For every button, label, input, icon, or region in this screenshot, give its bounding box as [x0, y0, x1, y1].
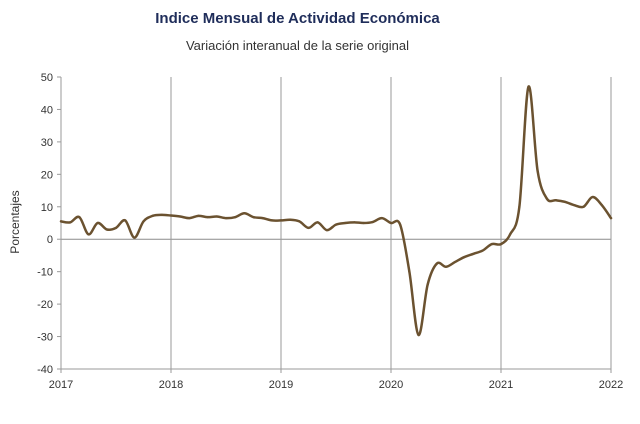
data-point	[490, 242, 493, 246]
data-point	[316, 221, 319, 224]
data-point	[206, 216, 209, 219]
data-point	[224, 217, 228, 220]
x-tick-labels: 2017 2018 2019 2020 2021 2022	[49, 379, 623, 391]
data-point	[600, 204, 603, 207]
data-point	[499, 242, 503, 246]
x-tick-label: 2020	[379, 379, 403, 391]
data-point	[426, 283, 429, 286]
data-point	[573, 204, 576, 207]
data-point	[362, 221, 365, 225]
data-point	[307, 226, 310, 229]
data-point	[105, 228, 108, 231]
data-point	[151, 214, 154, 217]
data-point	[87, 233, 90, 236]
data-point	[509, 233, 512, 236]
data-point	[609, 217, 613, 220]
y-tick-label: 10	[41, 202, 53, 214]
data-point	[179, 215, 182, 218]
data-point	[142, 220, 145, 223]
data-point	[481, 249, 484, 252]
series-layer	[59, 85, 613, 337]
y-tick-label: 50	[41, 72, 53, 84]
data-point	[133, 236, 136, 239]
data-point	[197, 214, 200, 217]
data-point	[270, 219, 273, 222]
data-point	[353, 221, 356, 224]
data-point	[160, 213, 163, 216]
data-point	[472, 252, 475, 255]
y-tick-label: 30	[41, 137, 53, 149]
data-point	[527, 85, 530, 88]
data-point	[417, 333, 420, 337]
data-point	[298, 220, 301, 223]
data-point	[279, 219, 283, 222]
data-point	[463, 255, 466, 259]
data-point	[243, 212, 246, 215]
y-axis-title: Porcentajes	[8, 190, 22, 253]
x-tick-label: 2017	[49, 379, 73, 391]
data-point	[389, 221, 393, 225]
data-point	[371, 220, 374, 224]
data-point	[261, 217, 264, 220]
data-point	[408, 270, 411, 273]
y-tick-label: -20	[37, 299, 53, 311]
data-point	[380, 217, 383, 220]
y-tick-label: 0	[47, 234, 53, 246]
chart-title: Indice Mensual de Actividad Económica	[155, 10, 440, 27]
data-point	[325, 229, 328, 232]
data-point	[518, 205, 521, 208]
y-tick-label: 20	[41, 169, 53, 181]
data-point	[582, 205, 585, 208]
data-point	[96, 221, 99, 225]
data-point	[564, 200, 567, 204]
data-point	[399, 223, 402, 226]
chart-subtitle: Variación interanual de la serie origina…	[185, 38, 410, 53]
x-tick-label: 2022	[599, 379, 623, 391]
y-tick-label: 40	[41, 104, 53, 116]
data-point	[114, 226, 118, 229]
data-point	[536, 169, 539, 173]
y-tick-labels: 50 40 30 20 10 0 -10 -20 -30 -40	[37, 72, 53, 376]
data-point	[554, 199, 558, 202]
data-point	[215, 215, 218, 218]
data-point	[124, 219, 127, 222]
data-point	[289, 218, 292, 221]
data-point	[591, 195, 594, 199]
data-point	[334, 223, 338, 226]
data-point	[252, 216, 255, 219]
data-point	[435, 262, 438, 265]
x-tick-label: 2019	[269, 379, 293, 391]
series-line	[59, 85, 613, 337]
data-point	[188, 217, 191, 220]
x-tick-label: 2021	[489, 379, 513, 391]
data-point	[69, 221, 72, 224]
data-point	[444, 265, 448, 268]
data-point	[545, 197, 548, 200]
data-point	[454, 260, 457, 264]
data-point	[169, 214, 173, 217]
y-tick-label: -40	[37, 364, 53, 376]
x-tick-label: 2018	[159, 379, 183, 391]
data-point	[234, 216, 237, 219]
axes-layer	[57, 76, 612, 373]
data-point	[344, 221, 347, 225]
y-tick-label: -30	[37, 332, 53, 344]
data-point	[78, 216, 81, 219]
data-point	[59, 220, 63, 223]
y-tick-label: -10	[37, 267, 53, 279]
